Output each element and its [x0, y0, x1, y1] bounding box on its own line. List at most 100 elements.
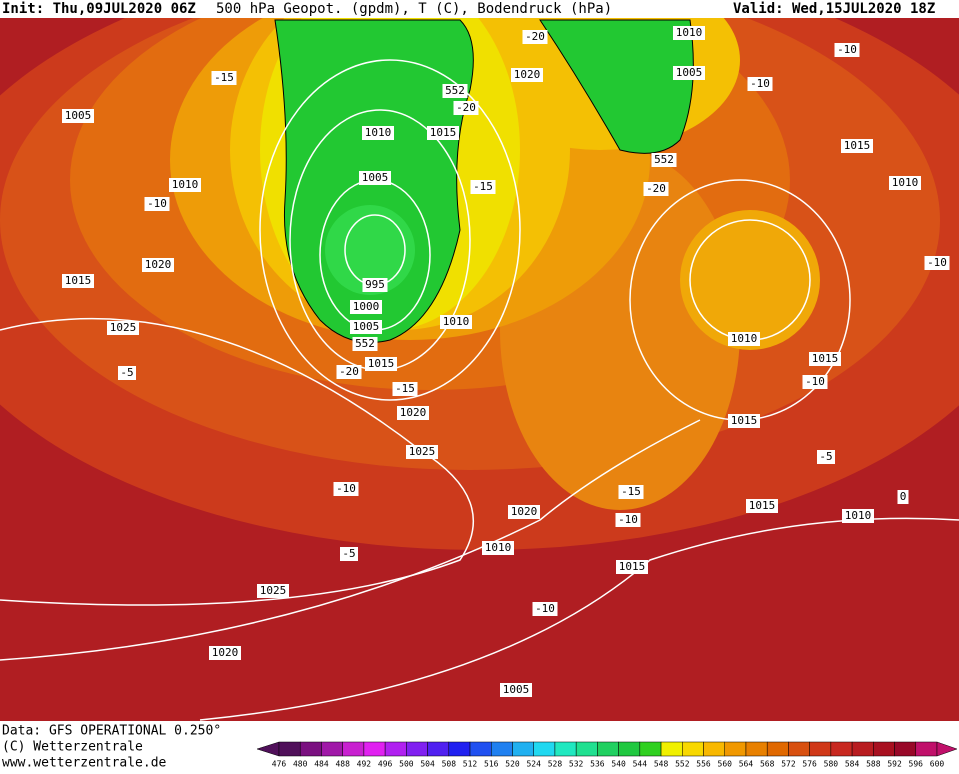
colorbar-swatch: [278, 741, 301, 757]
isoline-label: 1020: [145, 258, 172, 271]
colorbar-tick-label: 568: [760, 760, 775, 769]
isoline-label: -20: [339, 365, 359, 378]
isoline-label: 0: [900, 490, 907, 503]
label-box: [747, 77, 773, 91]
label-box: [532, 602, 558, 616]
isoline-label: 552: [355, 337, 375, 350]
isoline-label: 552: [445, 84, 465, 97]
colorbar-tick-label: 544: [633, 760, 648, 769]
isoline-label: -20: [456, 101, 476, 114]
colorbar-tick-label: 576: [802, 760, 817, 769]
isoline-label: 1020: [400, 406, 427, 419]
colorbar-tick-label: 580: [824, 760, 839, 769]
colorbar-tick-label: 496: [378, 760, 393, 769]
label-box: [352, 337, 378, 351]
colorbar-tick-label: 596: [909, 760, 924, 769]
colorbar-tick-label: 484: [314, 760, 329, 769]
colorbar-tick-label: 560: [718, 760, 733, 769]
label-box: [746, 499, 778, 513]
colorbar-swatch: [809, 741, 832, 757]
isoline-label: 1015: [430, 126, 457, 139]
label-box: [651, 153, 677, 167]
colorbar-swatch: [639, 741, 662, 757]
label-box: [142, 258, 174, 272]
init-time: Init: Thu,09JUL2020 06Z: [2, 1, 196, 17]
colorbar-swatch: [660, 741, 683, 757]
isoline-label: -10: [927, 256, 947, 269]
isoline-label: 1010: [485, 541, 512, 554]
colorbar-tick-label: 492: [357, 760, 372, 769]
label-box: [841, 139, 873, 153]
label-box: [350, 320, 382, 334]
colorbar-tick-label: 564: [739, 760, 754, 769]
isoline-label: 1010: [731, 332, 758, 345]
label-box: [359, 171, 391, 185]
label-box: [470, 180, 496, 194]
isoline-label: 1010: [892, 176, 919, 189]
isoline-label: -10: [336, 482, 356, 495]
label-box: [618, 485, 644, 499]
isoline-label: 1005: [65, 109, 92, 122]
colorbar-swatch: [363, 741, 386, 757]
label-box: [728, 414, 760, 428]
label-box: [615, 513, 641, 527]
isoline-label: 1025: [260, 584, 287, 597]
label-box: [924, 256, 950, 270]
colorbar-swatch: [575, 741, 598, 757]
colorbar-swatch: [915, 741, 938, 757]
isoline-label: 1015: [65, 274, 92, 287]
label-box: [511, 68, 543, 82]
colorbar-tick-label: 588: [866, 760, 881, 769]
colorbar-swatch: [384, 741, 407, 757]
temp-zone: [680, 210, 820, 350]
label-box: [336, 365, 362, 379]
colorbar-tick-label: 500: [399, 760, 414, 769]
colorbar-swatch: [533, 741, 556, 757]
isoline-label: -10: [750, 77, 770, 90]
label-box: [508, 505, 540, 519]
colorbar-swatch: [554, 741, 577, 757]
colorbar-swatch: [724, 741, 747, 757]
isoline-label: 1005: [353, 320, 380, 333]
data-source: Data: GFS OPERATIONAL 0.250°: [2, 724, 221, 739]
map-title: 500 hPa Geopot. (gpdm), T (C), Bodendruc…: [216, 1, 612, 17]
label-box: [522, 30, 548, 44]
colorbar-tick-label: 516: [484, 760, 499, 769]
isoline-label: 995: [365, 278, 385, 291]
label-box: [834, 43, 860, 57]
colorbar: 476 480 484 488 492 496 500 504 508 512 516 520 524 5…: [256, 741, 958, 769]
isoline-label: -10: [147, 197, 167, 210]
label-box: [144, 197, 170, 211]
colorbar-tick-label: 508: [442, 760, 457, 769]
isoline-label: 1005: [676, 66, 703, 79]
isoline-label: -15: [473, 180, 493, 193]
label-box: [392, 382, 418, 396]
label-box: [616, 560, 648, 574]
label-box: [817, 450, 835, 464]
colorbar-swatch: [342, 741, 365, 757]
colorbar-tick-label: 536: [590, 760, 605, 769]
colorbar-swatch: [618, 741, 641, 757]
colorbar-swatch: [406, 741, 428, 757]
website: www.wetterzentrale.de: [2, 756, 167, 771]
label-box: [482, 541, 514, 555]
colorbar-swatch: [469, 741, 492, 757]
colorbar-tick-label: 488: [335, 760, 350, 769]
colorbar-swatch: [703, 741, 725, 757]
label-box: [440, 315, 472, 329]
isoline-label: -10: [837, 43, 857, 56]
isoline-label: -10: [618, 513, 638, 526]
colorbar-swatch: [873, 741, 895, 757]
label-box: [809, 352, 841, 366]
isoline-label: -10: [535, 602, 555, 615]
label-box: [397, 406, 429, 420]
isoline-label: 1010: [845, 509, 872, 522]
low-core: [325, 205, 415, 295]
isoline-label: 1015: [844, 139, 871, 152]
label-box: [62, 109, 94, 123]
colorbar-tick-label: 528: [548, 760, 563, 769]
label-box: [643, 182, 669, 196]
label-box: [118, 366, 136, 380]
isoline-label: 552: [654, 153, 674, 166]
